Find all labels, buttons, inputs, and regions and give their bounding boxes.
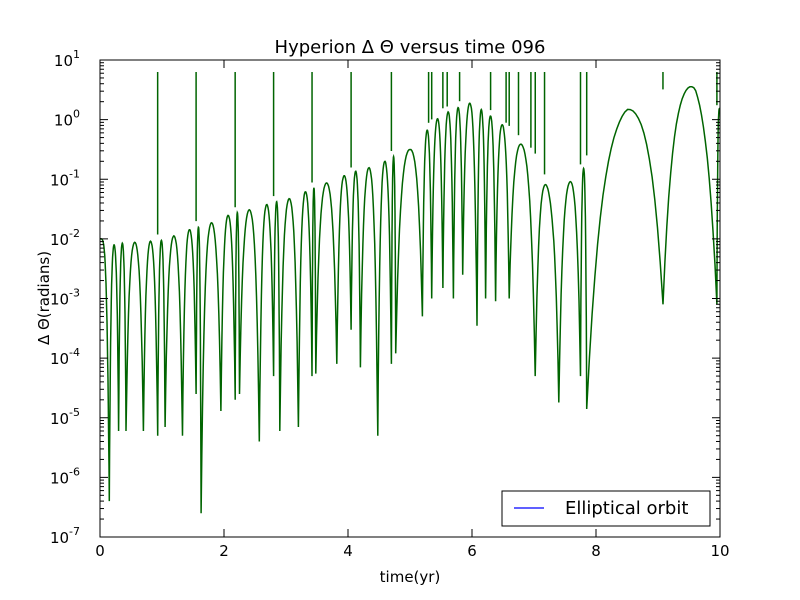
x-tick-label: 0 xyxy=(95,542,105,560)
legend-label: Elliptical orbit xyxy=(565,498,688,519)
legend: Elliptical orbit xyxy=(501,490,711,527)
x-tick-labels: 0 2 4 6 8 10 xyxy=(95,542,729,560)
x-tick-label: 10 xyxy=(710,542,729,560)
x-tick-label: 4 xyxy=(343,542,353,560)
chart-title: Hyperion Δ Θ versus time 096 xyxy=(275,37,546,58)
plot-area xyxy=(100,72,720,514)
y-axis-label: Δ Θ(radians) xyxy=(35,251,53,345)
x-tick-label: 2 xyxy=(219,542,229,560)
series-line-elliptical-orbit xyxy=(100,85,720,514)
axes xyxy=(99,59,721,538)
x-tick-label: 6 xyxy=(467,542,477,560)
series-group xyxy=(100,72,720,514)
x-tick-label: 8 xyxy=(591,542,601,560)
x-axis-label: time(yr) xyxy=(380,568,441,586)
